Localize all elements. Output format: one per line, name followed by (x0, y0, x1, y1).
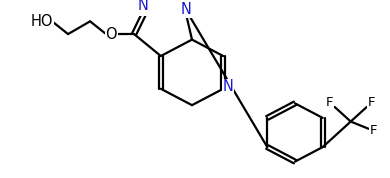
Text: N: N (181, 2, 192, 17)
Text: N: N (223, 79, 234, 95)
Text: F: F (368, 96, 376, 109)
Text: HO: HO (31, 14, 53, 29)
Text: N: N (137, 0, 148, 14)
Text: O: O (105, 27, 117, 42)
Text: F: F (370, 124, 378, 137)
Text: F: F (326, 96, 333, 109)
